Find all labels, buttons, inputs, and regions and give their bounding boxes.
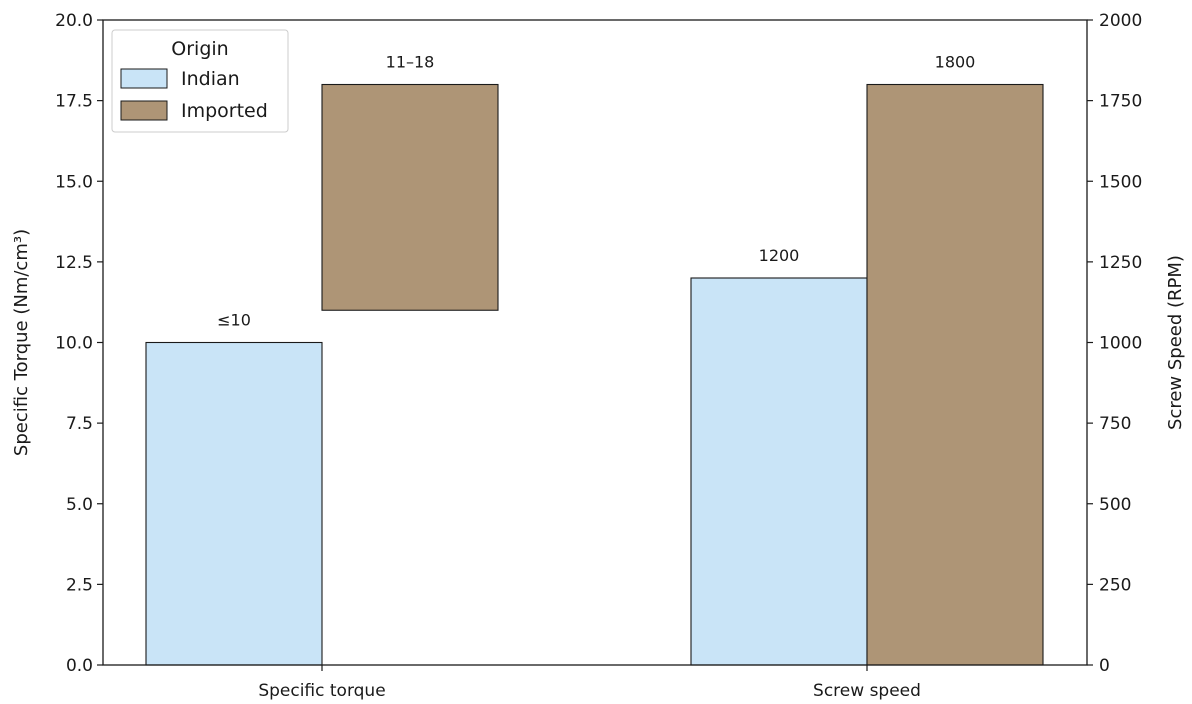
legend-label-imported: Imported [181, 100, 268, 122]
y-tick-label-left: 5.0 [66, 495, 93, 515]
y-tick-label-right: 250 [1099, 575, 1131, 595]
bar-imported-screw-speed [866, 83, 1044, 666]
y-tick-label-right: 500 [1099, 495, 1131, 515]
y-tick-label-left: 2.5 [66, 575, 93, 595]
y-tick-label-left: 15.0 [55, 172, 93, 192]
bar-indian-screw-speed [690, 277, 868, 666]
right-axis-ticks: 0 250 500 750 1000 1250 1500 1750 2000 [1087, 11, 1142, 676]
bars-layer [145, 83, 1044, 666]
legend-swatch-imported [120, 100, 168, 121]
y-tick-label-left: 17.5 [55, 92, 93, 112]
y-tick-label-right: 1500 [1099, 172, 1142, 192]
y-tick-label-right: 1250 [1099, 253, 1142, 273]
data-labels-layer: ≤10 1200 11–18 1800 [217, 53, 975, 330]
axes-layer: 0.0 2.5 5.0 7.5 10.0 12.5 15.0 17.5 20.0 0 250 500… [11, 11, 1186, 701]
bar-imported-specific-torque [321, 83, 499, 311]
y-tick-label-right: 1750 [1099, 92, 1142, 112]
y-tick-label-left: 10.0 [55, 334, 93, 354]
y-axis-label-right: Screw Speed (RPM) [1165, 255, 1186, 430]
legend-title: Origin [171, 38, 228, 60]
y-tick-label-left: 7.5 [66, 414, 93, 434]
data-label: ≤10 [217, 311, 251, 330]
data-label: 1200 [759, 246, 800, 265]
y-tick-label-right: 1000 [1099, 334, 1142, 354]
bar-indian-specific-torque [145, 341, 323, 666]
x-tick-label: Specific torque [258, 681, 385, 701]
legend-items: Indian Imported [120, 68, 268, 122]
legend-swatch-indian [120, 68, 168, 89]
data-label: 1800 [935, 53, 976, 72]
x-axis-ticks: Specific torque Screw speed [258, 665, 921, 701]
legend-label-indian: Indian [181, 68, 240, 90]
legend: Origin Indian Imported [111, 29, 289, 133]
x-tick-label: Screw speed [813, 681, 921, 701]
y-tick-label-left: 0.0 [66, 656, 93, 676]
left-axis-ticks: 0.0 2.5 5.0 7.5 10.0 12.5 15.0 17.5 20.0 [55, 11, 103, 676]
y-axis-label-left: Specific Torque (Nm/cm³) [11, 229, 32, 456]
y-tick-label-right: 0 [1099, 656, 1110, 676]
y-tick-label-left: 12.5 [55, 253, 93, 273]
y-tick-label-left: 20.0 [55, 11, 93, 31]
y-tick-label-right: 2000 [1099, 11, 1142, 31]
data-label: 11–18 [386, 53, 435, 72]
y-tick-label-right: 750 [1099, 414, 1131, 434]
